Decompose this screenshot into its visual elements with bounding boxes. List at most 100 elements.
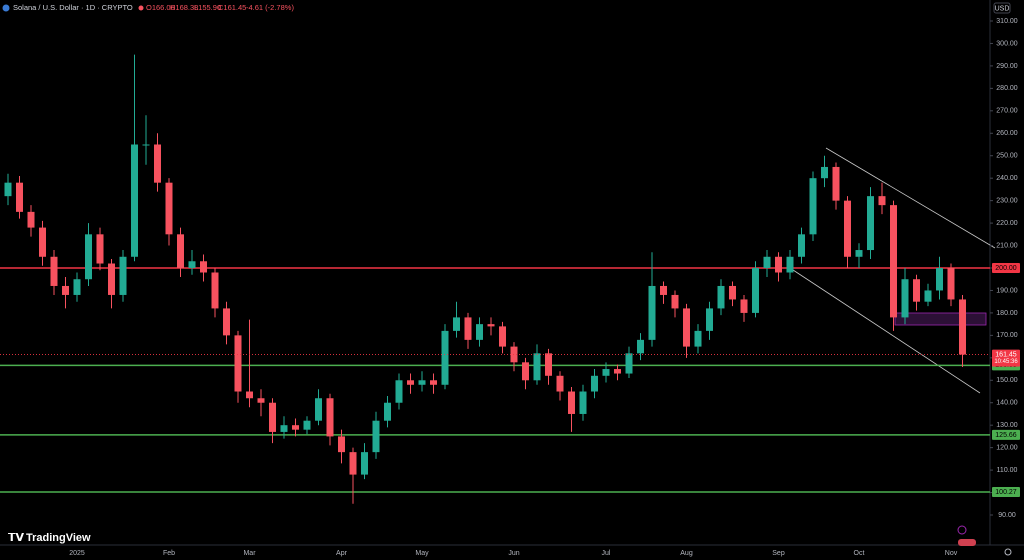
y-tick-label: 240.00 bbox=[996, 175, 1018, 182]
x-tick-label: Sep bbox=[772, 550, 785, 557]
candle-body bbox=[165, 182, 173, 235]
candle-body bbox=[844, 200, 851, 257]
candle-body bbox=[706, 308, 713, 331]
x-tick-label: Nov bbox=[945, 550, 958, 557]
candle-body bbox=[522, 362, 529, 381]
candle-body bbox=[464, 317, 472, 340]
candle-body bbox=[729, 285, 736, 300]
candle-body bbox=[775, 256, 782, 273]
candle-body bbox=[763, 256, 771, 269]
candle-body bbox=[740, 299, 748, 313]
last-price-label: 161.45 bbox=[995, 351, 1017, 358]
candle-body bbox=[533, 353, 541, 381]
brand-name: TradingView bbox=[26, 532, 91, 544]
level-tag bbox=[992, 486, 1020, 497]
level-label: 125.66 bbox=[995, 432, 1017, 439]
x-tick-label: Jul bbox=[602, 550, 611, 557]
level-tag bbox=[992, 429, 1020, 440]
x-tick-label: Mar bbox=[243, 550, 256, 557]
ohlc-value: C161.45 bbox=[218, 3, 246, 12]
candle-body bbox=[579, 391, 587, 414]
alert-icon[interactable] bbox=[957, 525, 967, 535]
y-tick-label: 90.00 bbox=[998, 512, 1016, 519]
candle-body bbox=[855, 250, 863, 257]
status-dot bbox=[138, 5, 144, 11]
y-tick-label: 310.00 bbox=[996, 18, 1018, 25]
y-tick-label: 250.00 bbox=[996, 153, 1018, 160]
channel-lower[interactable] bbox=[789, 267, 981, 394]
candle-body bbox=[614, 369, 621, 374]
x-tick-label: Aug bbox=[680, 550, 693, 557]
candle-body bbox=[73, 279, 81, 295]
candle-body bbox=[119, 256, 127, 295]
ohlc-value: H168.38 bbox=[170, 3, 198, 12]
candle-body bbox=[234, 335, 242, 392]
candle-body bbox=[625, 353, 633, 374]
candle-body bbox=[752, 268, 759, 313]
candle-body bbox=[901, 279, 909, 318]
symbol-title[interactable]: Solana / U.S. Dollar · 1D · CRYPTO bbox=[13, 3, 133, 12]
candle-body bbox=[890, 205, 897, 318]
candle-body bbox=[913, 279, 920, 302]
candle-body bbox=[4, 182, 12, 197]
candle-body bbox=[338, 436, 345, 453]
candle-body bbox=[303, 420, 311, 430]
ohlc-value: O166.06 bbox=[146, 3, 175, 12]
y-tick-label: 140.00 bbox=[996, 400, 1018, 407]
candle-body bbox=[867, 196, 874, 251]
candle-body bbox=[211, 272, 219, 309]
candle-body bbox=[602, 369, 610, 376]
candle-body bbox=[936, 268, 943, 291]
y-tick-label: 130.00 bbox=[996, 422, 1018, 429]
candle-body bbox=[39, 227, 46, 257]
candle-body bbox=[246, 391, 253, 399]
candle-body bbox=[648, 285, 656, 340]
y-tick-label: 170.00 bbox=[996, 332, 1018, 339]
candle-body bbox=[269, 402, 276, 432]
flag-icon[interactable] bbox=[958, 539, 976, 546]
candle-body bbox=[637, 339, 644, 354]
brand-mark: 𝗧𝗩 bbox=[8, 532, 25, 544]
candle-body bbox=[959, 299, 966, 355]
y-tick-label: 270.00 bbox=[996, 108, 1018, 115]
countdown: 10:45:36 bbox=[994, 359, 1018, 365]
candle-body bbox=[878, 196, 886, 206]
candle-body bbox=[292, 425, 299, 430]
x-tick-label: Feb bbox=[163, 550, 175, 557]
candle-body bbox=[821, 166, 828, 179]
level-label: 200.00 bbox=[995, 265, 1017, 272]
candle-body bbox=[418, 380, 426, 385]
settings-icon[interactable] bbox=[1004, 548, 1012, 556]
x-tick-label: Jun bbox=[508, 550, 519, 557]
candle-body bbox=[223, 308, 230, 336]
candle-body bbox=[545, 353, 552, 376]
candle-body bbox=[257, 398, 265, 403]
candle-body bbox=[96, 234, 104, 264]
x-tick-label: May bbox=[415, 550, 429, 557]
candle-body bbox=[50, 256, 58, 286]
candle-body bbox=[349, 452, 357, 475]
candle-body bbox=[200, 261, 207, 273]
ohlc-value: -4.61 (-2.78%) bbox=[246, 3, 294, 12]
candle-body bbox=[315, 398, 322, 421]
candle-body bbox=[499, 326, 506, 347]
candle-body bbox=[660, 285, 667, 295]
candle-body bbox=[717, 285, 725, 309]
currency[interactable]: USD bbox=[995, 5, 1010, 12]
candle-body bbox=[453, 317, 460, 331]
candle-body bbox=[154, 144, 161, 183]
currency-box[interactable] bbox=[993, 2, 1011, 14]
candle-body bbox=[188, 261, 196, 269]
y-tick-label: 300.00 bbox=[996, 40, 1018, 47]
channel-upper[interactable] bbox=[825, 147, 996, 249]
last-price-tag bbox=[992, 349, 1020, 367]
candle-body bbox=[786, 256, 794, 273]
candle-body bbox=[476, 324, 483, 340]
y-tick-label: 120.00 bbox=[996, 444, 1018, 451]
zone-box[interactable] bbox=[894, 312, 987, 326]
candle-body bbox=[430, 380, 437, 385]
candle-body bbox=[832, 166, 840, 201]
x-tick-label: 2025 bbox=[69, 550, 85, 557]
